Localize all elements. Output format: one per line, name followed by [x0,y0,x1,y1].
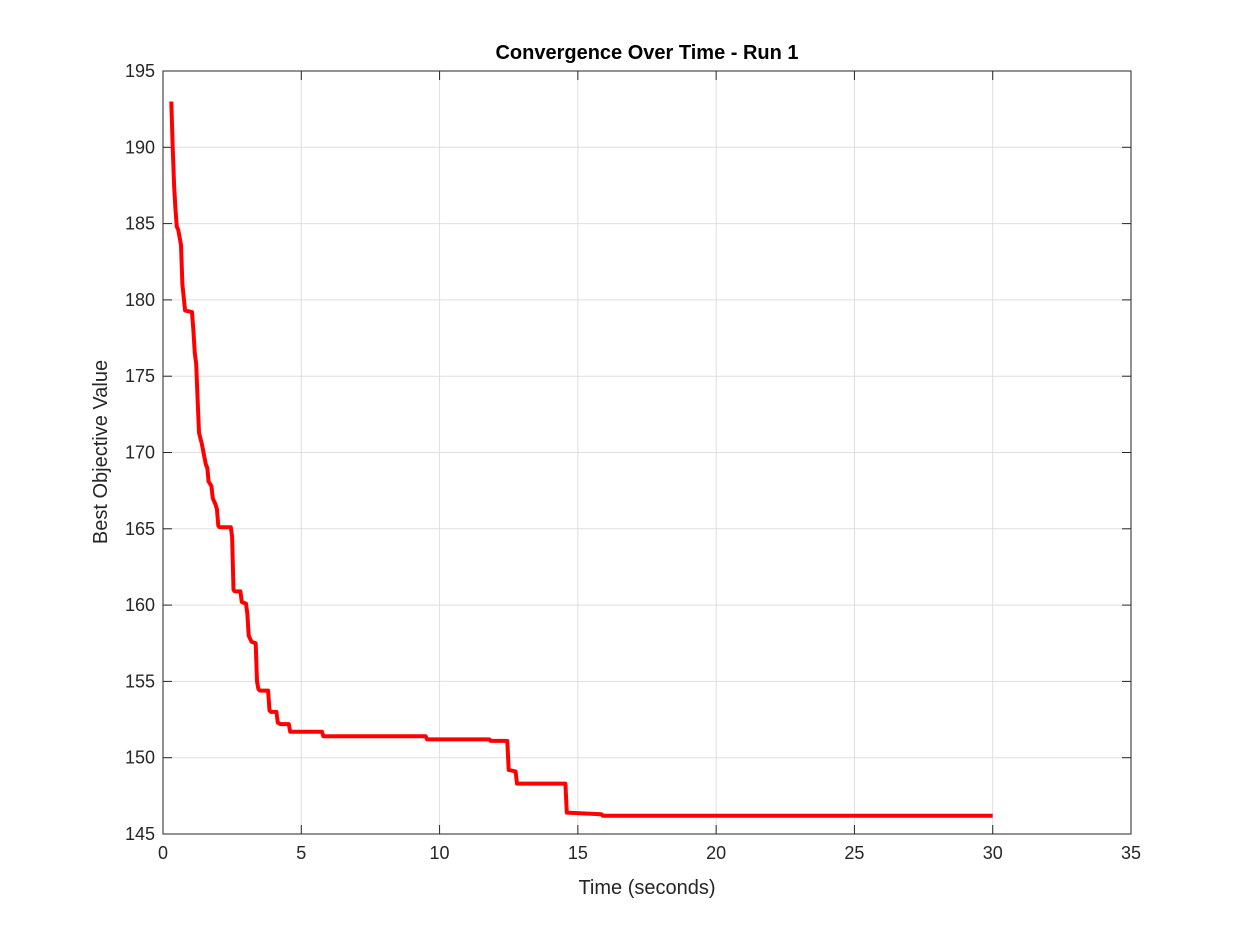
y-tick-label: 175 [125,366,155,386]
y-axis-label: Best Objective Value [90,360,112,544]
series-layer [169,101,993,818]
y-tick-label: 150 [125,748,155,768]
y-tick-label: 165 [125,519,155,539]
y-tick-label: 180 [125,290,155,310]
y-tick-label: 160 [125,595,155,615]
y-tick-label: 190 [125,137,155,157]
x-tick-label: 5 [296,843,306,863]
y-tick-label: 185 [125,214,155,234]
x-axis-label: Time (seconds) [578,877,715,899]
x-tick-label: 0 [158,843,168,863]
axis-ticks: 0 5 10 15 20 25 30 35 145 150 155 160 165 170 175 180 18… [125,61,1141,863]
y-tick-label: 170 [125,443,155,463]
grid-lines [162,70,1132,835]
y-tick-label: 195 [125,61,155,81]
x-tick-label: 15 [568,843,588,863]
y-tick-label: 145 [125,824,155,844]
chart-title: Convergence Over Time - Run 1 [495,42,798,64]
y-tick-label: 155 [125,671,155,691]
x-tick-label: 25 [844,843,864,863]
x-tick-label: 20 [706,843,726,863]
x-tick-label: 10 [430,843,450,863]
x-tick-label: 35 [1121,843,1141,863]
series-line [169,101,993,818]
x-tick-label: 30 [983,843,1003,863]
